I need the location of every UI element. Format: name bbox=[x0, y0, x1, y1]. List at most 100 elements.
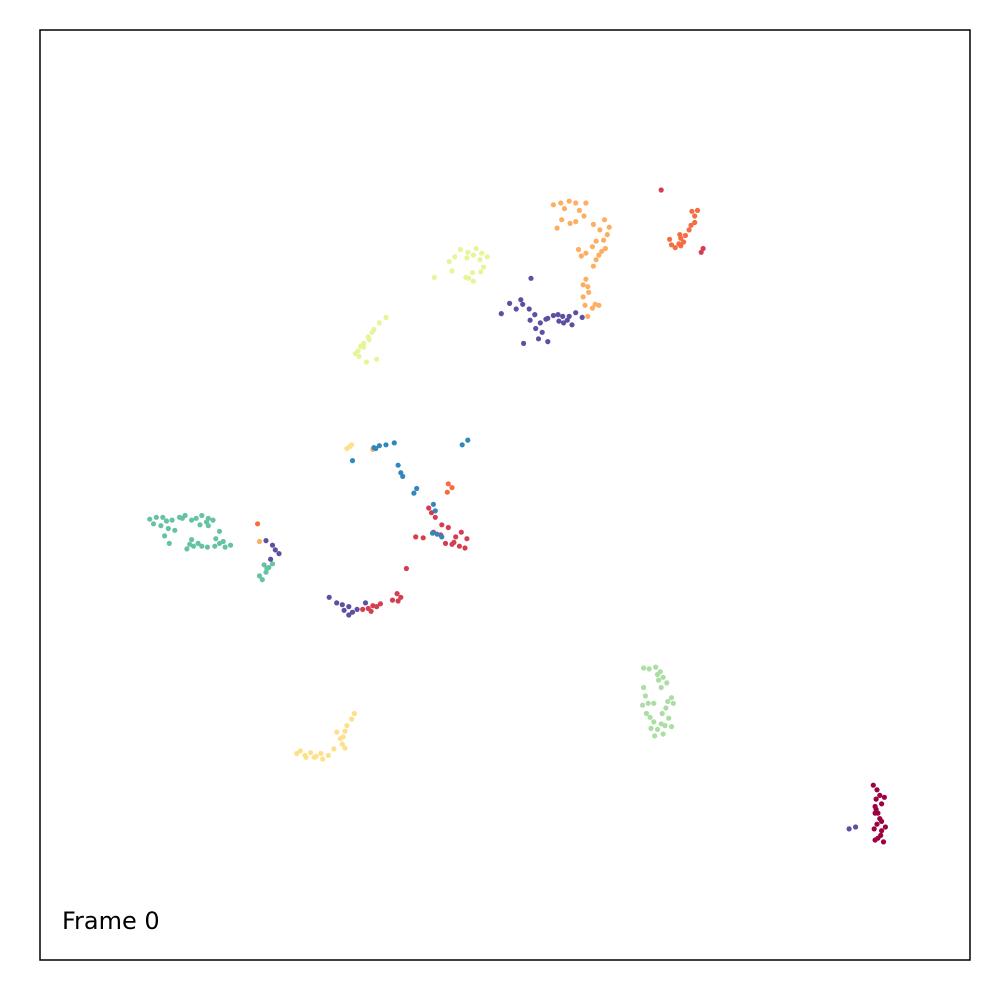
data-point bbox=[318, 750, 324, 757]
data-point bbox=[351, 710, 357, 717]
data-point bbox=[641, 665, 647, 671]
data-point bbox=[590, 221, 597, 227]
data-point bbox=[535, 336, 542, 342]
data-point bbox=[276, 551, 282, 557]
data-point bbox=[210, 517, 216, 523]
data-point bbox=[550, 312, 557, 319]
data-point bbox=[212, 543, 218, 549]
data-point bbox=[446, 259, 452, 265]
data-point bbox=[590, 263, 597, 269]
data-point bbox=[449, 541, 455, 547]
plot-area-frame bbox=[39, 29, 971, 961]
data-point bbox=[596, 302, 602, 308]
data-point bbox=[449, 485, 455, 491]
data-point bbox=[596, 252, 602, 258]
data-point bbox=[256, 573, 263, 579]
data-point bbox=[658, 187, 664, 193]
data-point bbox=[462, 545, 468, 551]
data-point bbox=[341, 607, 347, 613]
data-point bbox=[672, 245, 678, 251]
data-point bbox=[269, 561, 276, 567]
data-point bbox=[222, 544, 228, 550]
data-point bbox=[881, 794, 888, 800]
data-point bbox=[464, 536, 470, 542]
data-point bbox=[698, 249, 704, 255]
data-point bbox=[189, 537, 195, 543]
data-point bbox=[520, 301, 526, 307]
data-point bbox=[477, 257, 483, 263]
data-point bbox=[344, 445, 350, 452]
data-point bbox=[420, 535, 426, 541]
data-point bbox=[566, 198, 572, 204]
data-point bbox=[573, 219, 579, 225]
data-point bbox=[158, 523, 164, 529]
points-layer bbox=[147, 187, 889, 845]
data-point bbox=[872, 837, 878, 843]
data-point bbox=[479, 250, 485, 256]
data-point bbox=[665, 698, 671, 705]
data-point bbox=[539, 329, 545, 335]
data-point bbox=[642, 693, 649, 699]
data-point bbox=[465, 249, 471, 255]
data-point bbox=[432, 514, 438, 520]
data-point bbox=[363, 359, 369, 365]
data-point bbox=[473, 245, 479, 252]
data-point bbox=[213, 536, 219, 542]
series-4 bbox=[294, 442, 357, 762]
data-point bbox=[647, 714, 653, 720]
data-point bbox=[374, 604, 380, 610]
data-point bbox=[466, 275, 472, 281]
data-point bbox=[220, 538, 226, 545]
data-point bbox=[664, 680, 670, 686]
data-point bbox=[578, 253, 584, 259]
data-point bbox=[458, 529, 464, 535]
data-point bbox=[349, 442, 355, 448]
series-2 bbox=[255, 207, 701, 527]
data-point bbox=[166, 540, 172, 547]
data-point bbox=[376, 443, 382, 449]
data-point bbox=[362, 600, 369, 606]
data-point bbox=[567, 220, 573, 226]
data-point bbox=[189, 517, 195, 523]
data-point bbox=[413, 534, 419, 540]
data-point bbox=[456, 543, 462, 549]
series-9 bbox=[263, 275, 859, 832]
data-point bbox=[256, 538, 263, 545]
data-point bbox=[597, 227, 603, 233]
data-point bbox=[879, 801, 885, 807]
data-point bbox=[484, 254, 490, 260]
series-7 bbox=[147, 512, 276, 583]
data-point bbox=[545, 315, 551, 321]
data-point bbox=[678, 243, 684, 249]
data-point bbox=[877, 792, 883, 799]
data-point bbox=[199, 543, 205, 549]
data-point bbox=[346, 604, 352, 610]
series-0 bbox=[870, 782, 889, 845]
data-point bbox=[576, 207, 583, 213]
data-point bbox=[395, 598, 401, 604]
data-point bbox=[439, 534, 445, 540]
data-point bbox=[294, 750, 300, 757]
data-point bbox=[662, 723, 668, 729]
data-point bbox=[555, 312, 561, 318]
data-point bbox=[430, 501, 436, 507]
series-1 bbox=[360, 187, 706, 614]
data-point bbox=[263, 538, 269, 544]
data-point bbox=[582, 302, 588, 308]
data-point bbox=[589, 244, 596, 250]
data-point bbox=[606, 224, 612, 230]
data-point bbox=[640, 702, 646, 708]
data-point bbox=[564, 317, 570, 323]
data-point bbox=[537, 320, 543, 326]
data-point bbox=[383, 314, 389, 320]
data-point bbox=[573, 310, 579, 316]
data-point bbox=[344, 723, 350, 729]
data-point bbox=[361, 344, 367, 350]
data-point bbox=[331, 746, 337, 752]
data-point bbox=[653, 664, 659, 670]
data-point bbox=[165, 525, 171, 532]
data-point bbox=[667, 236, 673, 242]
data-point bbox=[172, 527, 178, 533]
data-point bbox=[668, 724, 675, 730]
